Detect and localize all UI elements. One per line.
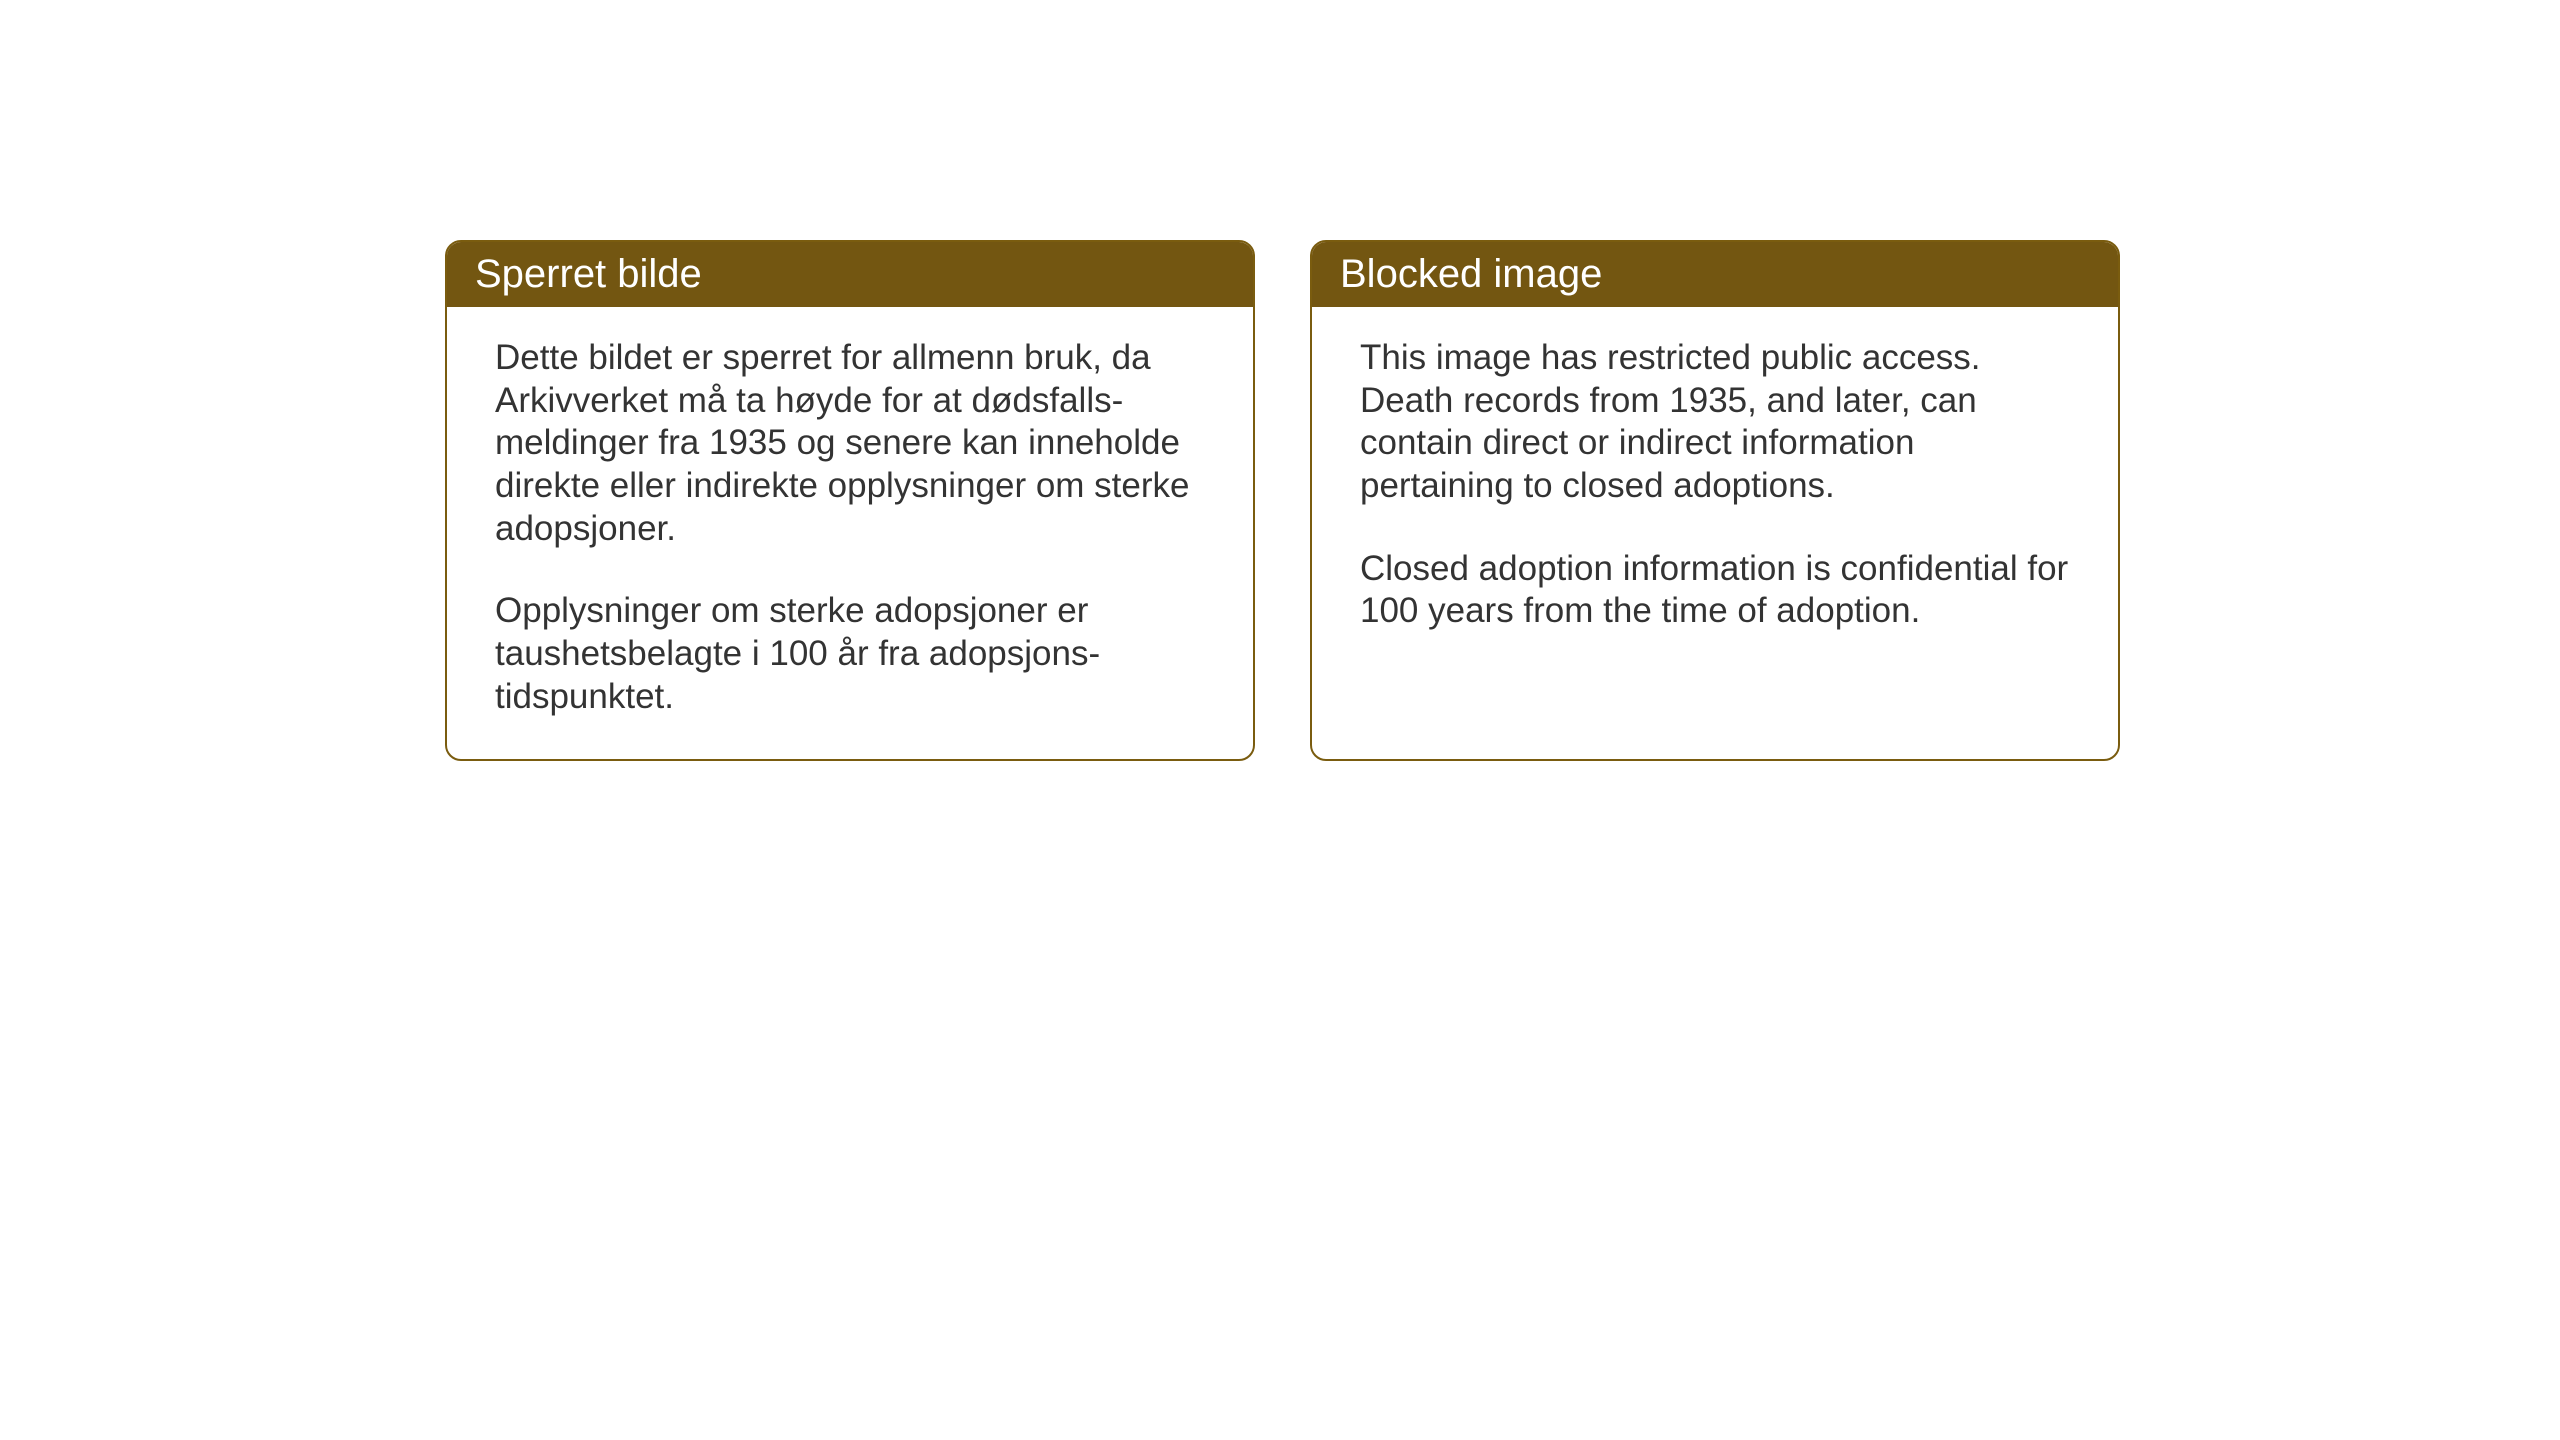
english-paragraph-1: This image has restricted public access.…: [1360, 337, 2070, 508]
norwegian-paragraph-2: Opplysninger om sterke adopsjoner er tau…: [495, 590, 1205, 718]
english-paragraph-2: Closed adoption information is confident…: [1360, 548, 2070, 633]
english-notice-card: Blocked image This image has restricted …: [1310, 240, 2120, 761]
norwegian-card-title: Sperret bilde: [447, 242, 1253, 307]
norwegian-paragraph-1: Dette bildet er sperret for allmenn bruk…: [495, 337, 1205, 550]
english-card-title: Blocked image: [1312, 242, 2118, 307]
norwegian-notice-card: Sperret bilde Dette bildet er sperret fo…: [445, 240, 1255, 761]
english-card-body: This image has restricted public access.…: [1312, 307, 2118, 673]
notice-cards-container: Sperret bilde Dette bildet er sperret fo…: [445, 240, 2120, 761]
norwegian-card-body: Dette bildet er sperret for allmenn bruk…: [447, 307, 1253, 759]
